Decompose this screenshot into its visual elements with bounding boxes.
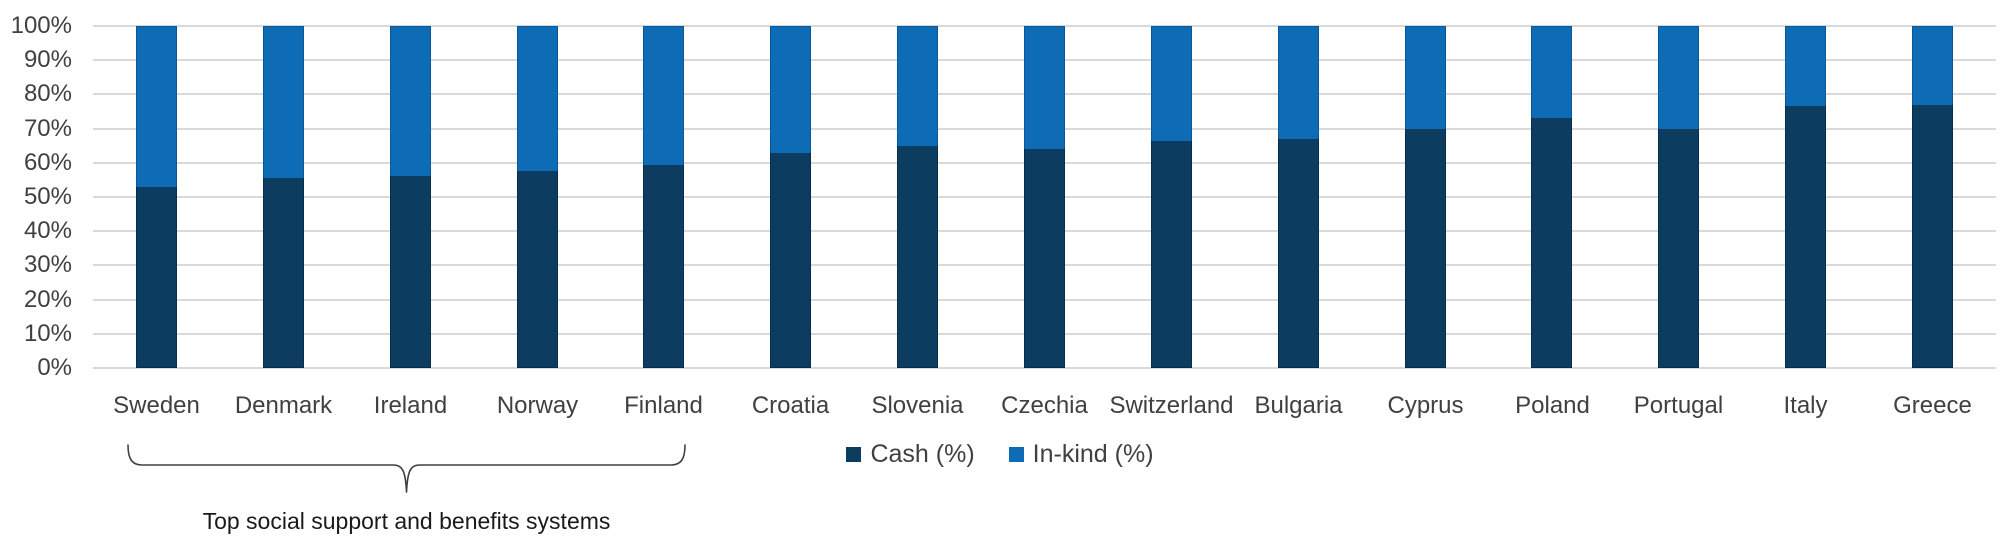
- bar-segment-inkind: [1912, 26, 1953, 105]
- y-axis-tick-label: 90%: [23, 46, 72, 74]
- bar-segment-inkind: [1785, 26, 1826, 106]
- bar-portugal: [1658, 26, 1699, 368]
- legend-item-cash: Cash (%): [846, 439, 975, 468]
- bar-segment-inkind: [517, 26, 558, 171]
- bar-segment-cash: [643, 165, 684, 368]
- x-axis-label: Bulgaria: [1254, 392, 1343, 419]
- bar-segment-cash: [1405, 129, 1446, 368]
- bar-segment-inkind: [770, 26, 811, 153]
- x-axis-label: Norway: [496, 392, 579, 419]
- bar-segment-inkind: [643, 26, 684, 165]
- bar-ireland: [390, 26, 431, 368]
- bar-segment-cash: [1024, 149, 1065, 368]
- annotation-text: Top social support and benefits systems: [202, 508, 611, 534]
- x-axis-label: Greece: [1893, 392, 1972, 419]
- legend-label-inkind: In-kind (%): [1032, 439, 1154, 468]
- y-axis-tick-label: 40%: [23, 217, 72, 245]
- bar-segment-inkind: [263, 26, 304, 178]
- bar-poland: [1531, 26, 1572, 368]
- x-axis-label: Cyprus: [1387, 392, 1464, 419]
- y-axis-tick-label: 80%: [23, 80, 72, 108]
- bar-segment-inkind: [1405, 26, 1446, 129]
- bar-czechia: [1024, 26, 1065, 368]
- y-axis-tick-label: 70%: [23, 114, 72, 142]
- bar-denmark: [263, 26, 304, 368]
- x-axis-label: Italy: [1783, 392, 1828, 419]
- y-axis-tick-label: 60%: [23, 148, 72, 176]
- legend-label-cash: Cash (%): [870, 439, 975, 468]
- bar-segment-cash: [1912, 105, 1953, 368]
- x-axis-label: Switzerland: [1109, 392, 1234, 419]
- x-axis-label: Czechia: [1001, 392, 1088, 419]
- brace-annotation-icon: [127, 444, 686, 493]
- cash-swatch-icon: [846, 446, 862, 462]
- bar-sweden: [136, 26, 177, 368]
- bar-segment-cash: [390, 176, 431, 368]
- legend-item-inkind: In-kind (%): [1008, 439, 1154, 468]
- bar-segment-cash: [1151, 141, 1192, 368]
- bar-italy: [1785, 26, 1826, 368]
- x-axis-label: Finland: [624, 392, 703, 419]
- x-axis-label: Croatia: [751, 392, 830, 419]
- bar-segment-cash: [1785, 106, 1826, 368]
- bar-greece: [1912, 26, 1953, 368]
- gridline: [93, 367, 1996, 369]
- bar-segment-inkind: [1658, 26, 1699, 129]
- y-axis-tick-label: 50%: [23, 183, 72, 210]
- x-axis-label: Poland: [1515, 392, 1590, 419]
- bar-segment-inkind: [1151, 26, 1192, 141]
- bar-cyprus: [1405, 26, 1446, 368]
- bar-bulgaria: [1278, 26, 1319, 368]
- bar-segment-inkind: [1024, 26, 1065, 149]
- x-axis-label: Sweden: [113, 392, 200, 419]
- x-axis-label: Slovenia: [871, 392, 964, 419]
- bar-segment-inkind: [390, 26, 431, 176]
- bar-slovenia: [897, 26, 938, 368]
- bar-segment-cash: [1658, 129, 1699, 368]
- y-axis-tick-label: 10%: [23, 319, 72, 347]
- bar-segment-cash: [1531, 118, 1572, 368]
- inkind-swatch-icon: [1008, 446, 1024, 462]
- bar-finland: [643, 26, 684, 368]
- y-axis-tick-label: 100%: [10, 12, 72, 39]
- bar-segment-inkind: [1531, 26, 1572, 118]
- legend: Cash (%) In-kind (%): [0, 438, 2000, 470]
- bar-croatia: [770, 26, 811, 368]
- bar-segment-cash: [770, 153, 811, 368]
- y-axis-tick-label: 20%: [23, 285, 72, 313]
- bar-segment-cash: [897, 146, 938, 368]
- bar-segment-cash: [1278, 139, 1319, 368]
- bar-segment-cash: [517, 171, 558, 368]
- y-axis-tick-label: 0%: [37, 354, 72, 381]
- bar-norway: [517, 26, 558, 368]
- y-axis-tick-label: 30%: [23, 251, 72, 279]
- x-axis-label: Ireland: [373, 392, 448, 419]
- bar-segment-inkind: [897, 26, 938, 146]
- x-axis-label: Denmark: [234, 392, 333, 419]
- x-axis-label: Portugal: [1633, 392, 1724, 419]
- bar-segment-cash: [263, 178, 304, 368]
- bar-switzerland: [1151, 26, 1192, 368]
- bar-segment-cash: [136, 187, 177, 368]
- bar-segment-inkind: [136, 26, 177, 187]
- bar-segment-inkind: [1278, 26, 1319, 139]
